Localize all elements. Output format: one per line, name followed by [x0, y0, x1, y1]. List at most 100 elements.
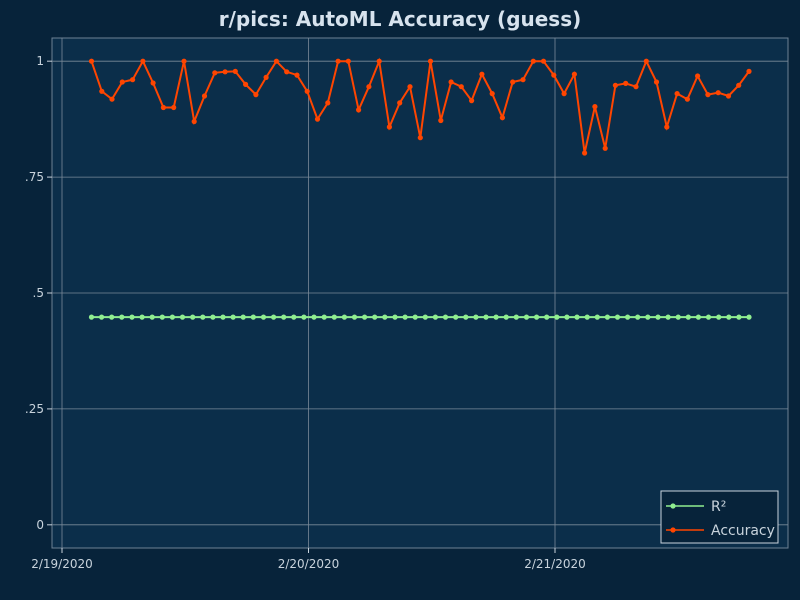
data-point [623, 80, 629, 86]
data-point [746, 68, 752, 74]
data-point [574, 314, 580, 320]
data-point [635, 314, 641, 320]
x-axis: 2/19/2020 2/20/2020 2/21/2020 [31, 548, 586, 571]
legend: R² Accuracy [660, 490, 779, 544]
data-point [544, 314, 550, 320]
data-point [99, 314, 105, 320]
legend-swatch-marker [670, 527, 676, 533]
data-point [171, 104, 177, 111]
data-point [594, 314, 600, 320]
data-point [695, 73, 701, 79]
data-point [109, 314, 115, 320]
data-point [260, 314, 267, 320]
data-point [674, 91, 680, 97]
data-point [243, 81, 249, 87]
data-point [554, 314, 560, 320]
data-point [602, 145, 608, 151]
data-point [442, 314, 449, 320]
data-point [695, 314, 702, 320]
data-point [294, 72, 300, 78]
data-point [201, 93, 208, 99]
data-point [210, 314, 216, 320]
legend-swatch-marker [670, 503, 676, 509]
x-tick-label: 2/20/2020 [278, 557, 340, 571]
data-point [655, 314, 661, 320]
data-point [675, 314, 681, 320]
data-point [220, 314, 226, 320]
data-point [345, 58, 351, 64]
legend-box [660, 490, 779, 544]
data-point [386, 124, 392, 130]
data-point [685, 314, 691, 320]
data-point [551, 72, 557, 78]
data-point [362, 314, 368, 320]
data-point [311, 314, 317, 320]
data-point [520, 77, 526, 83]
chart-title: r/pics: AutoML Accuracy (guess) [219, 7, 582, 31]
data-point [664, 124, 670, 130]
data-point [503, 314, 509, 320]
data-point [169, 314, 175, 320]
data-point [331, 314, 337, 320]
data-point [159, 314, 165, 320]
data-point [397, 100, 403, 106]
data-point [432, 314, 438, 320]
data-point [534, 314, 540, 320]
x-tick-label: 2/19/2020 [31, 557, 93, 571]
data-point [705, 314, 712, 320]
data-point [366, 84, 372, 90]
data-point [191, 118, 197, 125]
data-point [301, 314, 307, 320]
data-point [351, 314, 358, 320]
data-point [335, 58, 341, 64]
data-point [119, 79, 125, 85]
y-tick-label: 1 [36, 54, 44, 68]
data-point [705, 92, 711, 98]
data-point [372, 314, 378, 320]
data-point [417, 135, 423, 141]
data-point [281, 314, 287, 320]
data-point [160, 104, 166, 111]
data-point [625, 314, 631, 320]
data-point [181, 58, 187, 64]
data-point [736, 314, 742, 320]
x-tick-label: 2/21/2020 [524, 557, 586, 571]
data-point [240, 314, 246, 320]
data-point [510, 79, 516, 85]
data-point [149, 314, 155, 320]
data-point [448, 79, 454, 85]
y-tick-label: .25 [25, 402, 44, 416]
data-point [653, 79, 660, 85]
data-point [140, 58, 146, 64]
data-point [453, 314, 459, 320]
data-point [463, 314, 469, 320]
data-point [200, 314, 206, 320]
data-point [582, 150, 588, 156]
data-point [483, 314, 489, 320]
data-point [493, 314, 499, 320]
data-point [604, 314, 611, 320]
data-point [643, 58, 649, 64]
data-point [584, 314, 590, 320]
data-point [715, 90, 721, 96]
data-point [392, 314, 398, 320]
data-point [561, 91, 567, 97]
data-point [540, 58, 547, 64]
data-point [726, 314, 732, 320]
data-point [469, 98, 475, 104]
data-point [665, 314, 671, 320]
y-tick-label: .5 [33, 286, 44, 300]
data-point [190, 314, 196, 320]
y-axis: 0 .25 .5 .75 1 [25, 54, 52, 532]
data-point [88, 58, 95, 64]
data-point [592, 104, 598, 110]
data-point [412, 314, 418, 320]
data-point [499, 115, 505, 121]
data-point [250, 314, 256, 320]
data-point [325, 100, 331, 106]
data-point [612, 82, 619, 88]
data-point [479, 71, 485, 77]
data-point [614, 314, 621, 320]
y-tick-label: .75 [25, 170, 44, 184]
